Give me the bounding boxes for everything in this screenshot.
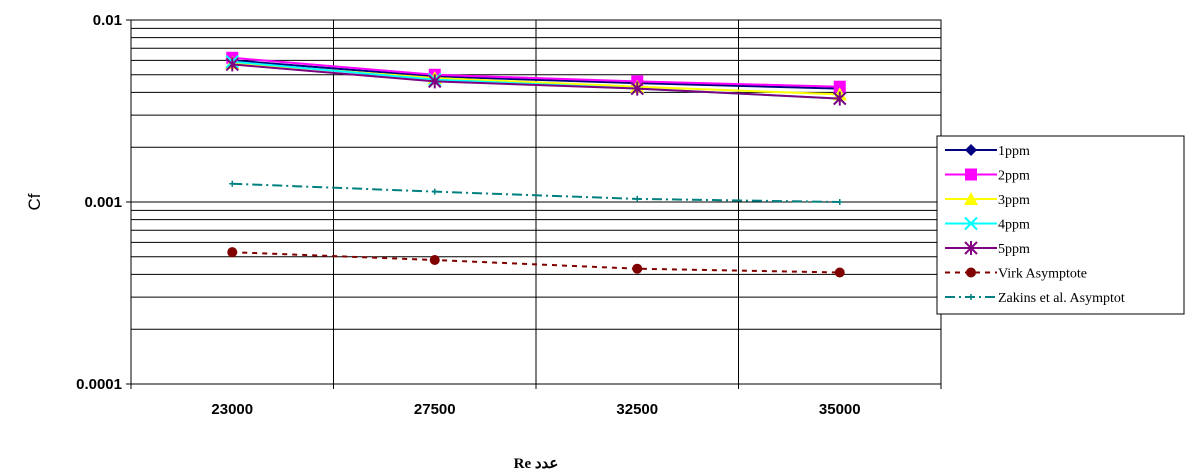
data-point — [227, 247, 238, 258]
x-axis-label: Re عدد — [514, 456, 559, 472]
axes — [126, 19, 942, 389]
series-line — [232, 56, 840, 88]
y-tick-label: 0.01 — [93, 12, 122, 29]
x-tick-label: 32500 — [616, 401, 658, 418]
legend-label: 3ppm — [998, 193, 1030, 208]
data-point — [429, 255, 440, 266]
series-line — [232, 251, 840, 274]
data-point — [833, 80, 846, 93]
series-5ppm — [225, 57, 847, 106]
plot-area — [126, 19, 942, 389]
legend-label: 1ppm — [998, 144, 1030, 159]
legend-marker — [965, 168, 977, 181]
y-tick-labels: 0.01 0.001 0.0001 — [76, 12, 122, 393]
legend-label: 4ppm — [998, 218, 1030, 233]
legend-marker — [964, 216, 978, 231]
series-layer — [225, 51, 847, 278]
legend-item: 2ppm — [945, 168, 1030, 184]
data-point — [225, 57, 239, 72]
legend-label: Zakins et al. Asymptot — [998, 291, 1125, 306]
y-tick-label: 0.001 — [84, 194, 122, 211]
legend: 1ppm 2ppm 3ppm 4ppm 5ppm Virk Asymptote Zakins… — [936, 135, 1185, 315]
legend-label: 2ppm — [998, 169, 1030, 184]
data-point — [836, 199, 843, 205]
x-tick-label: 35000 — [819, 401, 861, 418]
legend-box — [936, 135, 1185, 315]
x-tick-labels: 23000 27500 32500 35000 — [211, 401, 860, 418]
legend-label: Virk Asymptote — [998, 267, 1087, 282]
y-axis-label: Cf — [25, 193, 44, 210]
data-point — [428, 74, 442, 89]
legend-item: 5ppm — [945, 241, 1030, 257]
x-tick-label: 23000 — [211, 401, 253, 418]
legend-marker — [964, 192, 978, 205]
x-tick-label: 27500 — [414, 401, 456, 418]
data-point — [431, 188, 438, 195]
legend-marker — [964, 241, 978, 255]
legend-marker — [968, 294, 974, 300]
legend-item: 1ppm — [945, 144, 1030, 159]
legend-item: Virk Asymptote — [945, 267, 1087, 282]
data-point — [833, 91, 847, 106]
data-point — [229, 180, 236, 187]
series-line — [232, 182, 840, 203]
series-line — [232, 59, 840, 90]
series-zakins-et-al-asymptot — [229, 180, 843, 205]
legend-marker — [965, 144, 977, 156]
data-point — [632, 263, 643, 274]
data-point — [630, 81, 644, 96]
data-point — [634, 195, 641, 202]
legend-item: Zakins et al. Asymptot — [945, 291, 1125, 306]
legend-item: 4ppm — [945, 216, 1030, 233]
series-line — [232, 63, 840, 100]
legend-marker — [966, 267, 976, 278]
legend-label: 5ppm — [998, 242, 1030, 257]
series-virk-asymptote — [227, 247, 845, 278]
legend-item: 3ppm — [945, 192, 1030, 208]
data-point — [834, 267, 845, 278]
y-tick-label: 0.0001 — [76, 376, 122, 393]
